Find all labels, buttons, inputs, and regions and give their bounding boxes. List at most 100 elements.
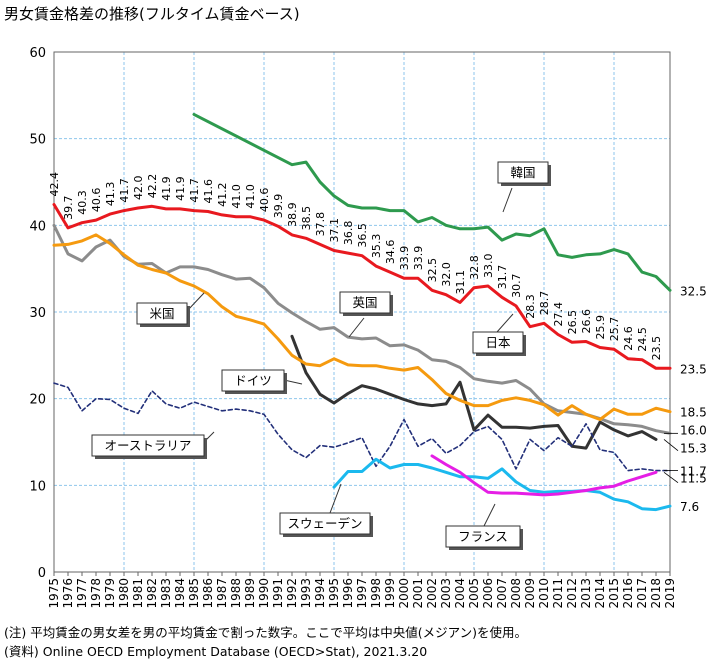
x-tick-label: 2016 xyxy=(621,578,635,609)
chart-source: (資料) Online OECD Employment Database (OE… xyxy=(4,644,428,659)
series-callout-label: 英国 xyxy=(352,295,377,310)
data-label: 28.7 xyxy=(538,291,551,316)
x-tick-label: 2005 xyxy=(467,578,481,609)
end-value-label: 23.5 xyxy=(680,362,707,376)
end-value-label: 16.0 xyxy=(680,423,707,437)
x-tick-label: 1997 xyxy=(355,578,369,609)
data-label: 36.5 xyxy=(356,223,369,248)
data-label: 35.3 xyxy=(370,234,383,259)
data-label: 23.5 xyxy=(650,336,663,361)
x-tick-label: 1982 xyxy=(145,578,159,609)
data-label: 40.6 xyxy=(90,188,103,213)
x-tick-label: 2000 xyxy=(397,578,411,609)
data-label: 38.5 xyxy=(300,206,313,231)
x-tick-label: 1985 xyxy=(187,578,201,609)
data-label: 26.5 xyxy=(566,310,579,335)
data-label: 41.0 xyxy=(230,184,243,209)
y-tick-label: 60 xyxy=(29,46,46,61)
end-value-label: 32.5 xyxy=(680,284,707,298)
data-label: 41.7 xyxy=(118,178,131,203)
data-label: 32.8 xyxy=(468,255,481,280)
x-tick-label: 1988 xyxy=(229,578,243,609)
x-tick-label: 2006 xyxy=(481,578,495,609)
x-tick-label: 1975 xyxy=(47,578,61,609)
x-tick-label: 1980 xyxy=(117,578,131,609)
data-label: 37.8 xyxy=(314,212,327,237)
data-label: 28.3 xyxy=(524,294,537,319)
series-line xyxy=(332,457,672,512)
data-label: 39.9 xyxy=(272,194,285,219)
x-tick-label: 1995 xyxy=(327,578,341,609)
data-label: 40.3 xyxy=(76,190,89,215)
point-label-layer: 42.439.7 40.3 40.6 41.3 41.7 42.0 42.2 41.9 41.9… xyxy=(48,172,663,360)
series-callout-label: スウェーデン xyxy=(287,516,362,531)
data-label: 36.8 xyxy=(342,221,355,246)
data-label: 27.4 xyxy=(552,302,565,327)
data-label: 42.2 xyxy=(146,174,159,199)
data-label: 41.6 xyxy=(202,179,215,204)
end-value-label: 7.6 xyxy=(680,500,699,514)
x-tick-label: 1999 xyxy=(383,578,397,609)
end-label-layer: 32.5 23.5 18.5 16.0 15.3 11.711.5 7.6 xyxy=(663,284,707,514)
data-label: 39.7 xyxy=(62,195,75,220)
chart-note: (注) 平均賃金の男女差を男の平均賃金で割った数字。ここで平均は中央値(メジアン… xyxy=(4,625,527,640)
x-tick-label: 2018 xyxy=(649,578,663,609)
x-tick-label: 1989 xyxy=(243,578,257,609)
y-tick-label: 0 xyxy=(38,566,46,581)
data-label: 37.1 xyxy=(328,218,341,243)
data-label: 31.7 xyxy=(496,265,509,290)
data-label: 42.0 xyxy=(132,176,145,201)
callout-pointer xyxy=(483,503,496,527)
data-label: 41.3 xyxy=(104,182,117,207)
x-tick-label: 1990 xyxy=(257,578,271,609)
y-tick-label: 30 xyxy=(29,306,46,321)
series-callout-label: フランス xyxy=(458,529,508,544)
data-label: 41.7 xyxy=(188,178,201,203)
data-label: 26.6 xyxy=(580,309,593,334)
x-tick-label: 1994 xyxy=(313,578,327,609)
x-tick-label: 2015 xyxy=(607,578,621,609)
end-value-label: 11.7 xyxy=(680,465,707,479)
series-layer xyxy=(52,112,672,512)
data-label: 38.9 xyxy=(286,202,299,227)
y-tick-label: 10 xyxy=(29,479,46,494)
callout-box xyxy=(497,161,549,184)
x-tick-label: 2008 xyxy=(509,578,523,609)
end-label-leader xyxy=(663,439,679,451)
data-label: 24.5 xyxy=(636,327,649,352)
x-tick-label: 1981 xyxy=(131,578,145,609)
callout-box xyxy=(339,291,391,314)
x-tick-label: 2009 xyxy=(523,578,537,609)
data-label: 33.9 xyxy=(412,246,425,271)
x-tick-label: 1977 xyxy=(75,578,89,609)
y-tick-label: 40 xyxy=(29,219,46,234)
x-tick-label: 2019 xyxy=(663,578,677,609)
series-callout-label: ドイツ xyxy=(234,373,272,388)
x-tick-label: 1998 xyxy=(369,578,383,609)
series-callout-label: 日本 xyxy=(485,335,511,350)
x-tick-label: 1991 xyxy=(271,578,285,609)
series-callout-label: オーストラリア xyxy=(105,438,192,453)
x-tick-label: 2003 xyxy=(439,578,453,609)
end-label-leader xyxy=(663,472,679,484)
callout-box xyxy=(445,525,521,548)
series-callout-label: 米国 xyxy=(149,306,174,321)
x-tick-label: 2012 xyxy=(565,578,579,609)
data-label: 41.9 xyxy=(160,176,173,201)
callout-pointer xyxy=(329,483,342,514)
end-value-label: 15.3 xyxy=(680,441,707,455)
x-tick-label: 1984 xyxy=(173,578,187,609)
x-tick-label: 1993 xyxy=(299,578,313,609)
callout-box xyxy=(136,302,188,325)
x-tick-label: 1996 xyxy=(341,578,355,609)
data-label: 41.0 xyxy=(244,184,257,209)
callout-pointer xyxy=(496,313,514,333)
x-tick-label: 1986 xyxy=(201,578,215,609)
callout-pointer xyxy=(348,317,365,338)
series-line xyxy=(192,112,672,292)
x-tick-label: 1992 xyxy=(285,578,299,609)
end-value-label: 18.5 xyxy=(680,406,707,420)
series-line xyxy=(52,223,672,435)
